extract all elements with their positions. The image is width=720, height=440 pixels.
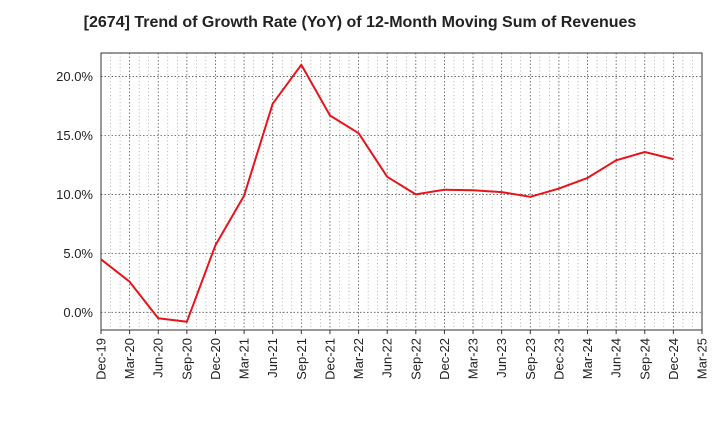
x-tick-label: Dec-24 (666, 338, 681, 380)
x-tick-label: Sep-24 (637, 338, 652, 380)
x-tick-label: Jun-21 (265, 338, 280, 378)
plot-border (100, 52, 703, 331)
x-tick-label: Jun-22 (380, 338, 395, 378)
y-tick-label: 0.0% (63, 305, 93, 320)
chart-title: [2674] Trend of Growth Rate (YoY) of 12-… (83, 14, 637, 31)
x-tick-label: Sep-22 (408, 338, 423, 380)
y-tick-label: 20.0% (56, 69, 93, 84)
x-tick-label: Dec-20 (208, 338, 223, 380)
x-tick-label: Jun-23 (494, 338, 509, 378)
x-tick-label: Jun-24 (609, 338, 624, 378)
x-tick-label: Dec-19 (94, 338, 109, 380)
plot-background (101, 53, 702, 330)
x-tick-label: Mar-21 (237, 338, 252, 379)
x-tick-label: Sep-20 (179, 338, 194, 380)
x-tick-label: Sep-21 (294, 338, 309, 380)
y-tick-label: 5.0% (63, 246, 93, 261)
x-tick-label: Mar-23 (466, 338, 481, 379)
x-tick-label: Mar-22 (351, 338, 366, 379)
x-tick-label: Mar-24 (580, 338, 595, 379)
y-tick-label: 10.0% (56, 187, 93, 202)
x-tick-label: Jun-20 (151, 338, 166, 378)
series-line (100, 63, 674, 323)
x-tick-label: Mar-20 (122, 338, 137, 379)
x-tick-label: Mar-25 (695, 338, 710, 379)
x-tick-label: Sep-23 (523, 338, 538, 380)
x-tick-label: Dec-23 (551, 338, 566, 380)
y-tick-label: 15.0% (56, 128, 93, 143)
x-tick-label: Dec-22 (437, 338, 452, 380)
x-tick-label: Dec-21 (322, 338, 337, 380)
